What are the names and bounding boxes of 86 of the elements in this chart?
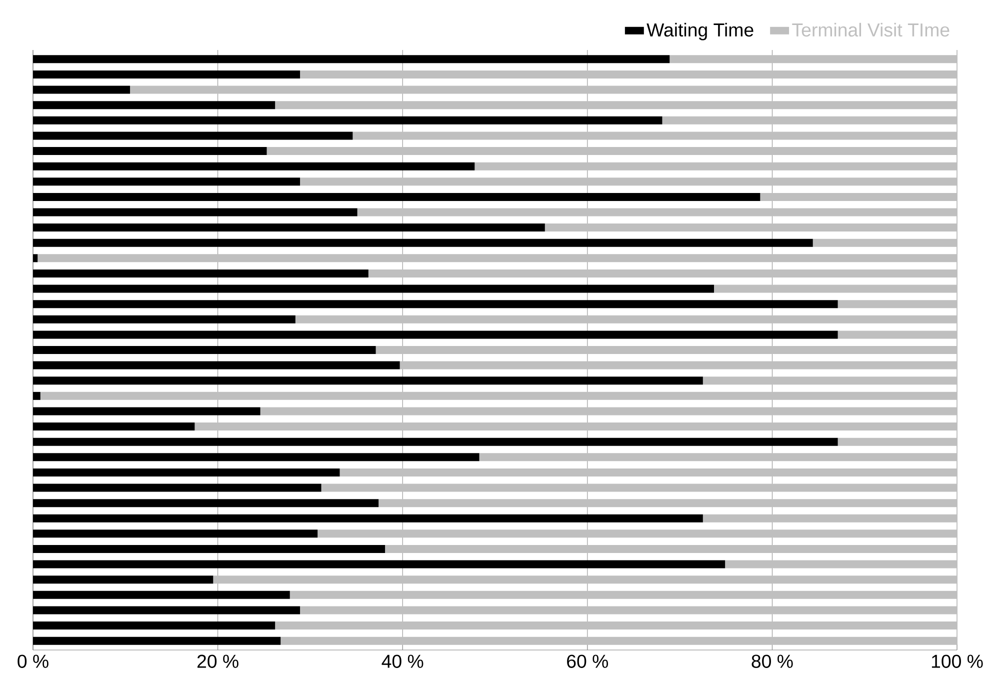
bar xyxy=(838,438,958,446)
bar xyxy=(33,224,545,232)
bar xyxy=(280,636,958,645)
bar xyxy=(33,361,400,370)
bar xyxy=(275,101,958,110)
bar xyxy=(33,453,480,462)
bar xyxy=(385,544,958,553)
bar xyxy=(321,484,958,492)
bar xyxy=(33,376,703,385)
bar xyxy=(376,346,958,354)
bar xyxy=(33,606,300,614)
x-tick-label: 0 % xyxy=(18,654,48,668)
bar xyxy=(760,192,958,201)
bar xyxy=(300,70,958,78)
bar xyxy=(33,392,40,400)
bar xyxy=(194,422,958,431)
bar xyxy=(33,636,281,645)
bar xyxy=(33,132,353,140)
bar xyxy=(33,238,813,247)
bar xyxy=(260,407,958,416)
bar xyxy=(340,468,958,476)
bar xyxy=(33,468,340,476)
bar xyxy=(33,514,703,522)
bar xyxy=(33,499,379,508)
legend-label: Waiting Time xyxy=(646,22,754,40)
bar xyxy=(130,86,958,94)
bar xyxy=(33,269,368,278)
bar xyxy=(33,438,838,446)
bar xyxy=(33,530,318,538)
bar xyxy=(400,361,958,370)
bar xyxy=(368,269,958,278)
bar xyxy=(33,300,838,308)
bar xyxy=(33,622,276,630)
bar xyxy=(33,330,838,339)
bar xyxy=(33,192,760,201)
bar xyxy=(33,590,290,599)
bar xyxy=(714,284,958,293)
bar xyxy=(702,376,958,385)
bar xyxy=(33,70,300,78)
bar xyxy=(33,147,267,156)
bar xyxy=(479,453,958,462)
x-tick-label: 20 % xyxy=(197,654,238,668)
bar xyxy=(40,392,958,400)
bar xyxy=(702,514,958,522)
bar xyxy=(295,315,958,324)
bar xyxy=(662,116,958,124)
bar xyxy=(357,208,958,216)
bar xyxy=(33,116,662,124)
bar xyxy=(33,208,358,216)
x-tick-label: 60 % xyxy=(567,654,608,668)
bar xyxy=(33,315,296,324)
bar xyxy=(33,576,214,584)
bar xyxy=(318,530,958,538)
bar xyxy=(544,224,958,232)
bar xyxy=(33,55,670,64)
bar xyxy=(33,346,376,354)
bar xyxy=(33,86,130,94)
bar xyxy=(33,254,38,262)
bar xyxy=(352,132,958,140)
bar xyxy=(300,178,958,186)
bar xyxy=(33,544,386,553)
bar xyxy=(38,254,958,262)
bar xyxy=(378,499,958,508)
bar xyxy=(670,55,958,64)
bar xyxy=(33,422,195,431)
bar xyxy=(213,576,958,584)
x-tick-label: 80 % xyxy=(752,654,793,668)
bar xyxy=(266,147,958,156)
bar xyxy=(290,590,958,599)
bar xyxy=(838,300,958,308)
legend-label: Terminal Visit TIme xyxy=(792,22,950,37)
bar xyxy=(33,484,322,492)
x-tick-label: 100 % xyxy=(932,654,983,668)
x-tick-label: 40 % xyxy=(382,654,424,668)
bar xyxy=(300,606,958,614)
bar xyxy=(812,238,958,247)
bar xyxy=(33,407,260,416)
bar xyxy=(33,560,726,568)
bar xyxy=(33,178,300,186)
bar xyxy=(33,284,714,293)
bar xyxy=(474,162,958,170)
bar xyxy=(33,101,276,110)
bar xyxy=(33,162,475,170)
bar xyxy=(275,622,958,630)
bar xyxy=(838,330,958,339)
bar xyxy=(725,560,958,568)
